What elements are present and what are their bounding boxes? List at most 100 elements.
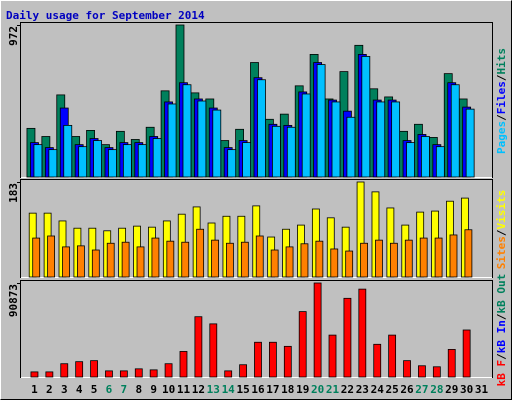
bar <box>315 240 324 278</box>
bar <box>404 239 413 278</box>
bar <box>389 242 398 278</box>
x-tick-label: 6 <box>106 383 113 396</box>
bar <box>343 297 352 378</box>
bar <box>361 56 371 178</box>
bar <box>226 242 234 278</box>
x-tick-label: 28 <box>430 383 443 396</box>
bar <box>376 101 386 178</box>
legend-entry: Sites <box>495 236 508 269</box>
bar <box>406 142 415 178</box>
legend-entry: kB Out <box>495 274 508 314</box>
bar <box>388 334 397 378</box>
bar <box>152 138 162 178</box>
bar <box>209 323 218 378</box>
bar <box>179 351 188 378</box>
x-tick-label: 9 <box>150 383 157 396</box>
x-tick-label: 23 <box>356 383 369 396</box>
bar <box>63 124 73 178</box>
bar <box>62 246 70 278</box>
bar <box>403 360 411 378</box>
legend: Sites/Visits <box>495 190 508 270</box>
y-tick-label: 90873 <box>7 284 20 317</box>
bar <box>432 366 441 378</box>
bar <box>254 341 262 378</box>
bar <box>257 79 266 178</box>
bar <box>137 144 147 178</box>
bar <box>450 84 460 178</box>
bar <box>316 64 326 178</box>
x-tick-label: 13 <box>207 383 220 396</box>
bar <box>272 125 281 178</box>
x-tick-label: 16 <box>251 383 265 396</box>
x-tick-label: 2 <box>46 383 53 396</box>
bar <box>121 241 130 278</box>
x-tick-label: 11 <box>177 383 191 396</box>
x-tick-label: 24 <box>371 383 385 396</box>
legend-separator: / <box>495 114 508 121</box>
bar <box>330 248 339 278</box>
legend-separator: / <box>495 353 508 360</box>
bar <box>224 370 233 378</box>
bar <box>212 109 222 178</box>
bar <box>285 246 294 278</box>
bar <box>269 341 277 378</box>
x-tick-label: 10 <box>162 383 175 396</box>
bar <box>360 242 368 278</box>
bar <box>32 237 41 278</box>
bar <box>197 100 207 178</box>
x-tick-label: 26 <box>400 383 414 396</box>
legend: kB F/kB In/kB Out <box>495 274 508 387</box>
chart-title: Daily usage for September 2014 <box>6 9 205 22</box>
bar <box>239 364 247 378</box>
bar <box>447 349 456 378</box>
bar <box>435 146 445 178</box>
bar <box>358 288 367 378</box>
bar <box>240 241 249 278</box>
x-tick-label: 15 <box>236 383 249 396</box>
bar <box>391 101 401 178</box>
x-tick-label: 7 <box>121 383 128 396</box>
bar <box>167 103 177 178</box>
legend-separator: / <box>495 74 508 81</box>
bar <box>449 234 458 278</box>
x-tick-label: 30 <box>460 383 473 396</box>
bar <box>164 363 173 378</box>
bar <box>91 249 100 278</box>
legend-entry: Hits <box>495 48 508 75</box>
x-tick-label: 8 <box>135 383 142 396</box>
bar <box>182 84 192 178</box>
x-tick-label: 17 <box>266 383 279 396</box>
bar <box>119 370 128 378</box>
x-tick-label: 12 <box>192 383 205 396</box>
bar <box>242 142 251 178</box>
bar <box>181 241 190 278</box>
bar <box>134 368 143 378</box>
legend-separator: / <box>495 313 508 320</box>
bar <box>227 149 237 178</box>
bar <box>434 237 443 278</box>
bar <box>149 369 158 378</box>
bar <box>331 101 341 178</box>
bar <box>75 361 84 378</box>
bar <box>375 239 383 278</box>
legend-entry: Visits <box>495 190 508 230</box>
x-tick-label: 4 <box>76 383 83 396</box>
bar <box>418 365 426 378</box>
bar <box>47 235 56 278</box>
bar <box>194 316 203 378</box>
bar <box>255 235 264 278</box>
bar <box>77 245 85 278</box>
bar <box>78 146 88 178</box>
bar <box>108 149 117 178</box>
bar <box>301 93 311 178</box>
x-tick-label: 21 <box>326 383 340 396</box>
y-tick-label: 183 <box>7 183 20 203</box>
bar <box>48 149 58 178</box>
bar <box>464 229 473 278</box>
bar <box>166 240 175 278</box>
bar <box>286 126 296 178</box>
y-tick-label: 972 <box>7 26 20 46</box>
bar <box>270 249 279 278</box>
